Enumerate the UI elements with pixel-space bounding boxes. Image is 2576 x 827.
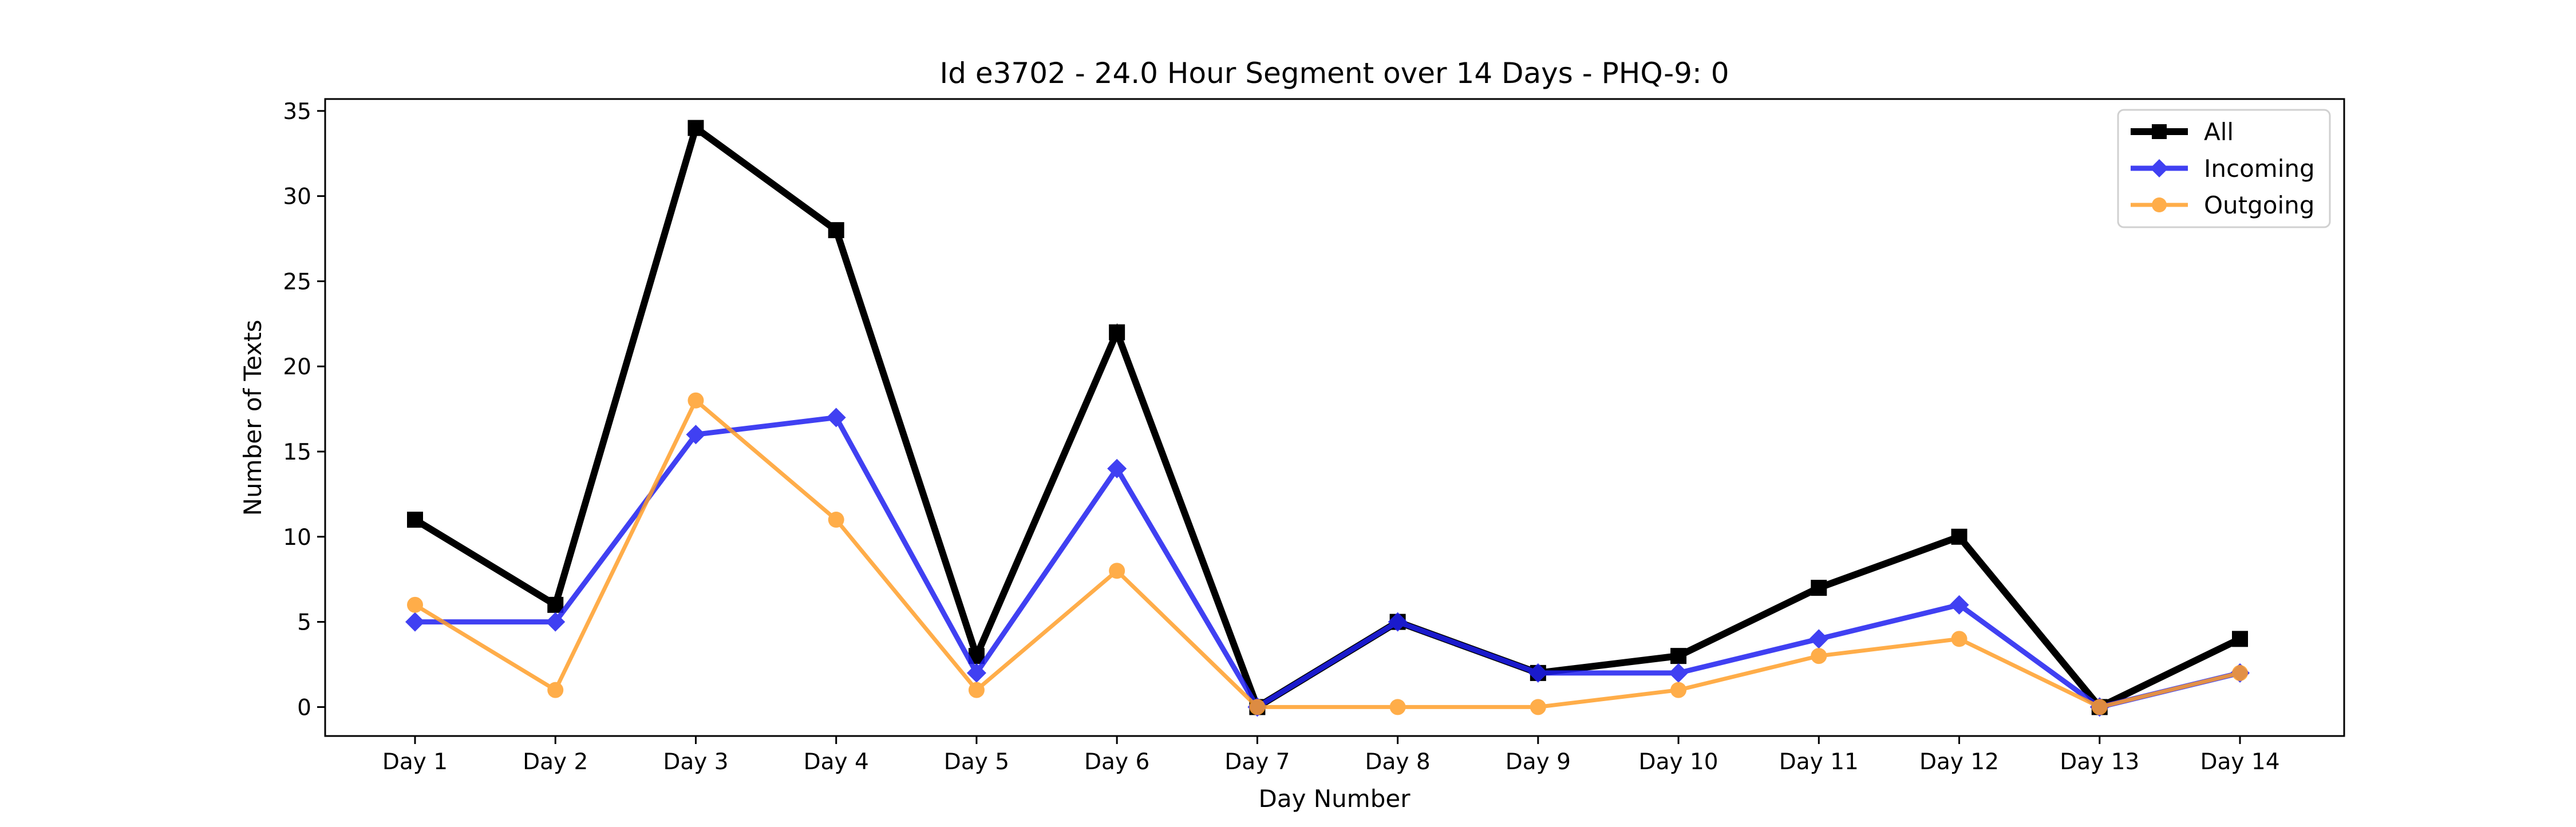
series-all-point bbox=[1951, 528, 1967, 545]
y-tick-label: 15 bbox=[283, 440, 311, 465]
legend-item-outgoing bbox=[2131, 197, 2188, 212]
x-tick-label: Day 4 bbox=[804, 749, 869, 775]
series-incoming-point bbox=[1107, 458, 1127, 478]
y-axis-title: Number of Texts bbox=[239, 320, 267, 516]
series-incoming-point bbox=[1528, 663, 1548, 683]
legend-label-incoming: Incoming bbox=[2204, 155, 2315, 183]
series-outgoing-point bbox=[1389, 699, 1406, 715]
x-tick-label: Day 8 bbox=[1365, 749, 1430, 775]
y-tick-label: 30 bbox=[283, 184, 311, 210]
series-outgoing-point bbox=[1249, 699, 1266, 715]
legend-item-incoming bbox=[2131, 159, 2188, 177]
y-tick-label: 20 bbox=[283, 354, 311, 380]
series-outgoing-point bbox=[547, 682, 564, 698]
series-outgoing-point bbox=[2091, 699, 2108, 715]
x-tick-label: Day 3 bbox=[663, 749, 728, 775]
series-incoming-point bbox=[1949, 595, 1969, 615]
x-tick-label: Day 14 bbox=[2200, 749, 2279, 775]
series-all-point bbox=[1670, 648, 1687, 664]
series-all-point bbox=[828, 222, 844, 239]
x-tick-label: Day 6 bbox=[1084, 749, 1149, 775]
series-outgoing-point bbox=[2232, 664, 2248, 681]
series-outgoing-point bbox=[688, 392, 704, 409]
series-incoming-line bbox=[415, 414, 2241, 711]
series-outgoing-point bbox=[1109, 563, 1125, 579]
x-axis-title: Day Number bbox=[1258, 785, 1411, 813]
series-all-point bbox=[688, 120, 704, 136]
y-tick-label: 5 bbox=[297, 610, 311, 636]
x-tick-label: Day 11 bbox=[1779, 749, 1859, 775]
legend-box bbox=[2117, 109, 2331, 228]
series-outgoing bbox=[407, 392, 2248, 715]
series-incoming-point bbox=[966, 663, 986, 683]
y-tick-label: 0 bbox=[297, 695, 311, 721]
legend-marker-incoming bbox=[2150, 159, 2168, 177]
series-incoming-point bbox=[1388, 612, 1408, 632]
series-incoming-point bbox=[405, 612, 425, 632]
plot-frame bbox=[324, 98, 2345, 737]
x-tick-label: Day 5 bbox=[944, 749, 1009, 775]
series-all-point bbox=[547, 596, 564, 613]
series-outgoing-point bbox=[1670, 682, 1687, 698]
series-all-point bbox=[1811, 580, 1827, 596]
x-tick-label: Day 12 bbox=[1919, 749, 1999, 775]
axes-layer: Day 1 Day 2 Day 3 Day 4 Day 5 Day 6 Day 7 Day 8… bbox=[283, 99, 2279, 775]
x-tick-label: Day 7 bbox=[1224, 749, 1290, 775]
series-outgoing-point bbox=[1530, 699, 1546, 715]
y-tick-label: 10 bbox=[283, 525, 311, 551]
series-outgoing-point bbox=[407, 596, 423, 613]
series-layer bbox=[405, 120, 2250, 717]
series-all-point bbox=[2232, 631, 2248, 647]
chart-title: Id e3702 - 24.0 Hour Segment over 14 Day… bbox=[939, 57, 1729, 90]
x-tick-label: Day 2 bbox=[523, 749, 588, 775]
x-tick-label: Day 13 bbox=[2060, 749, 2139, 775]
series-incoming-point bbox=[1809, 629, 1829, 649]
series-outgoing-line bbox=[414, 397, 2241, 710]
series-incoming-point bbox=[686, 425, 706, 445]
series-outgoing-point bbox=[1951, 631, 1967, 647]
y-tick-label: 35 bbox=[283, 99, 311, 125]
series-all-point bbox=[407, 512, 423, 528]
series-incoming-point bbox=[546, 612, 566, 632]
legend-item-all bbox=[2131, 124, 2188, 139]
x-tick-label: Day 9 bbox=[1506, 749, 1571, 775]
legend-marker-all bbox=[2152, 124, 2167, 139]
x-tick-label: Day 10 bbox=[1639, 749, 1718, 775]
series-incoming-point bbox=[826, 407, 846, 428]
legend: All Incoming Outgoing bbox=[2117, 109, 2331, 228]
series-outgoing-point bbox=[968, 682, 985, 698]
series-incoming-point bbox=[1669, 663, 1689, 683]
legend-label-outgoing: Outgoing bbox=[2204, 191, 2314, 219]
x-tick-label: Day 1 bbox=[382, 749, 448, 775]
legend-marker-outgoing bbox=[2152, 197, 2167, 212]
series-outgoing-point bbox=[828, 512, 844, 528]
series-outgoing-point bbox=[1811, 648, 1827, 664]
legend-label-all: All bbox=[2204, 118, 2234, 146]
series-all-point bbox=[1109, 324, 1125, 341]
y-tick-label: 25 bbox=[283, 269, 311, 295]
